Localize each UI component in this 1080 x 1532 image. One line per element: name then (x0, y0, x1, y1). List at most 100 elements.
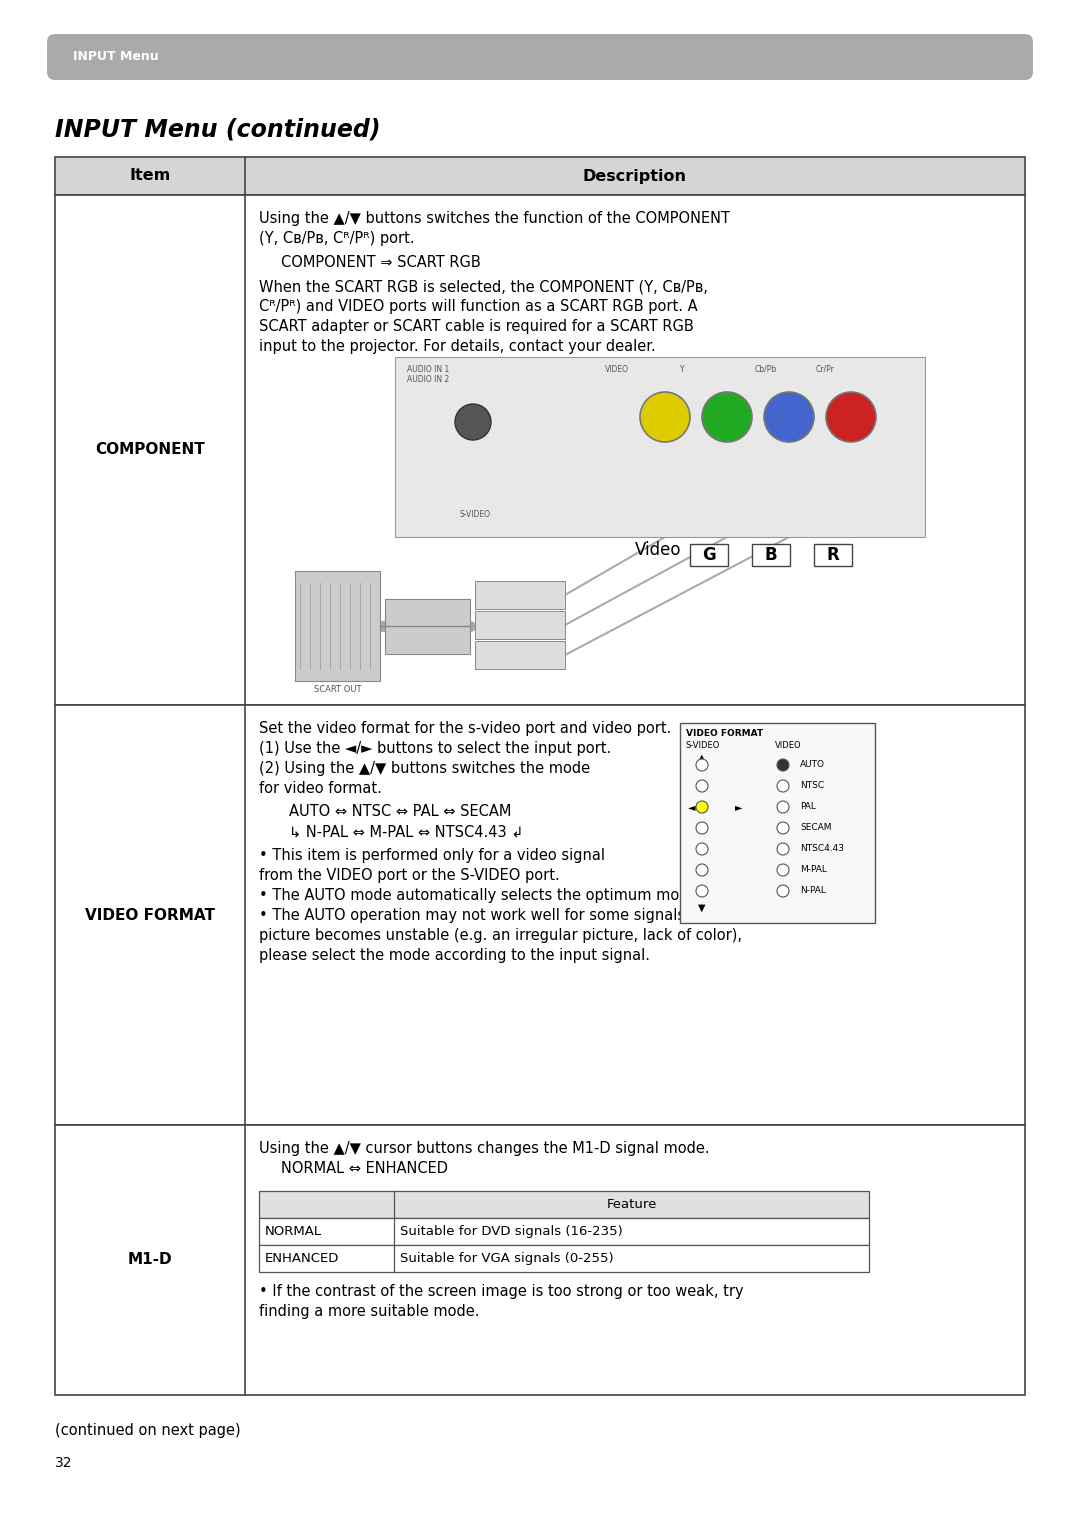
Text: VIDEO: VIDEO (605, 365, 629, 374)
Text: input to the projector. For details, contact your dealer.: input to the projector. For details, con… (259, 339, 656, 354)
Circle shape (640, 392, 690, 443)
Bar (680, 723, 875, 922)
Text: INPUT Menu: INPUT Menu (73, 51, 159, 63)
Bar (55, 705, 1025, 1124)
Text: M-PAL: M-PAL (800, 866, 827, 873)
Bar (395, 357, 924, 538)
Text: SCART OUT: SCART OUT (314, 685, 361, 694)
Circle shape (777, 843, 789, 855)
Text: Item: Item (130, 169, 171, 184)
Circle shape (826, 392, 876, 443)
Text: COMPONENT: COMPONENT (95, 443, 205, 458)
Text: ENHANCED: ENHANCED (265, 1252, 339, 1265)
Circle shape (696, 885, 708, 898)
Text: (continued on next page): (continued on next page) (55, 1423, 241, 1439)
Text: S-VIDEO: S-VIDEO (686, 741, 720, 751)
Text: NTSC: NTSC (800, 781, 824, 791)
Text: When the SCART RGB is selected, the COMPONENT (Y, Cʙ/Pʙ,: When the SCART RGB is selected, the COMP… (259, 279, 707, 294)
Text: Cr/Pr: Cr/Pr (816, 365, 835, 374)
Circle shape (696, 780, 708, 792)
Circle shape (777, 780, 789, 792)
Bar (259, 1218, 869, 1246)
Circle shape (777, 823, 789, 833)
Text: ►: ► (735, 801, 743, 812)
Text: PAL: PAL (800, 801, 815, 810)
Circle shape (777, 801, 789, 813)
Text: SCART adapter or SCART cable is required for a SCART RGB: SCART adapter or SCART cable is required… (259, 319, 693, 334)
Text: finding a more suitable mode.: finding a more suitable mode. (259, 1304, 480, 1319)
Text: NTSC4.43: NTSC4.43 (800, 844, 843, 853)
Text: Video: Video (635, 541, 681, 559)
Text: • If the contrast of the screen image is too strong or too weak, try: • If the contrast of the screen image is… (259, 1284, 744, 1299)
Text: ▲: ▲ (699, 754, 705, 763)
Text: Feature: Feature (606, 1198, 657, 1210)
Bar (752, 544, 789, 565)
Bar (295, 571, 380, 682)
Bar (55, 195, 1025, 705)
Text: Using the ▲/▼ cursor buttons changes the M1-D signal mode.: Using the ▲/▼ cursor buttons changes the… (259, 1141, 710, 1157)
FancyBboxPatch shape (48, 34, 1032, 80)
Text: picture becomes unstable (e.g. an irregular picture, lack of color),: picture becomes unstable (e.g. an irregu… (259, 928, 742, 944)
Bar (475, 640, 565, 669)
Text: NORMAL: NORMAL (265, 1226, 322, 1238)
Text: from the VIDEO port or the S-VIDEO port.: from the VIDEO port or the S-VIDEO port. (259, 869, 559, 882)
Text: Cb/Pb: Cb/Pb (755, 365, 778, 374)
Text: Y: Y (680, 365, 685, 374)
Text: ▼: ▼ (699, 902, 705, 913)
Circle shape (777, 885, 789, 898)
Bar (690, 544, 728, 565)
Text: B: B (765, 545, 778, 564)
Text: • The AUTO mode automatically selects the optimum mode.: • The AUTO mode automatically selects th… (259, 889, 702, 902)
Text: VIDEO: VIDEO (775, 741, 801, 751)
Text: ◄: ◄ (688, 801, 696, 812)
Text: • The AUTO operation may not work well for some signals. If the: • The AUTO operation may not work well f… (259, 908, 732, 922)
Text: Cᴿ/Pᴿ) and VIDEO ports will function as a SCART RGB port. A: Cᴿ/Pᴿ) and VIDEO ports will function as … (259, 299, 698, 314)
Text: AUTO ⇔ NTSC ⇔ PAL ⇔ SECAM: AUTO ⇔ NTSC ⇔ PAL ⇔ SECAM (289, 804, 511, 820)
Text: INPUT Menu (continued): INPUT Menu (continued) (55, 116, 380, 141)
Text: R: R (826, 545, 839, 564)
Circle shape (764, 392, 814, 443)
Text: AUDIO IN 2: AUDIO IN 2 (407, 375, 449, 385)
Text: • This item is performed only for a video signal: • This item is performed only for a vide… (259, 849, 605, 863)
Bar (384, 599, 470, 654)
Circle shape (777, 758, 789, 771)
Bar (475, 611, 565, 639)
Text: AUTO: AUTO (800, 760, 825, 769)
Bar (475, 581, 565, 610)
Text: G: G (702, 545, 716, 564)
Text: for video format.: for video format. (259, 781, 382, 797)
Circle shape (696, 758, 708, 771)
Text: Suitable for VGA signals (0-255): Suitable for VGA signals (0-255) (400, 1252, 613, 1265)
Text: N-PAL: N-PAL (800, 885, 826, 895)
Circle shape (696, 843, 708, 855)
Text: VIDEO FORMAT: VIDEO FORMAT (686, 729, 764, 738)
Circle shape (777, 864, 789, 876)
Text: please select the mode according to the input signal.: please select the mode according to the … (259, 948, 650, 964)
Text: 32: 32 (55, 1455, 72, 1471)
Text: VIDEO FORMAT: VIDEO FORMAT (85, 907, 215, 922)
Text: NORMAL ⇔ ENHANCED: NORMAL ⇔ ENHANCED (281, 1161, 448, 1177)
Text: ↳ N-PAL ⇔ M-PAL ⇔ NTSC4.43 ↲: ↳ N-PAL ⇔ M-PAL ⇔ NTSC4.43 ↲ (289, 824, 524, 840)
Text: (2) Using the ▲/▼ buttons switches the mode: (2) Using the ▲/▼ buttons switches the m… (259, 761, 590, 777)
Circle shape (696, 801, 708, 813)
Text: Suitable for DVD signals (16-235): Suitable for DVD signals (16-235) (400, 1226, 623, 1238)
Text: (1) Use the ◄/► buttons to select the input port.: (1) Use the ◄/► buttons to select the in… (259, 741, 611, 755)
Circle shape (696, 864, 708, 876)
Circle shape (696, 823, 708, 833)
Text: AUDIO IN 1: AUDIO IN 1 (407, 365, 449, 374)
Bar (259, 1190, 869, 1218)
Circle shape (702, 392, 752, 443)
Text: COMPONENT ⇒ SCART RGB: COMPONENT ⇒ SCART RGB (281, 254, 481, 270)
Bar (259, 1246, 869, 1272)
Text: SECAM: SECAM (800, 823, 832, 832)
Circle shape (455, 404, 491, 440)
Bar (55, 1124, 1025, 1396)
Bar (814, 544, 852, 565)
Text: S-VIDEO: S-VIDEO (459, 510, 490, 519)
Text: (Y, Cʙ/Pʙ, Cᴿ/Pᴿ) port.: (Y, Cʙ/Pʙ, Cᴿ/Pᴿ) port. (259, 231, 415, 247)
Text: M1-D: M1-D (127, 1253, 173, 1267)
Text: Description: Description (583, 169, 687, 184)
Text: Set the video format for the s-video port and video port.: Set the video format for the s-video por… (259, 722, 672, 735)
Bar (55, 156, 1025, 195)
Text: Using the ▲/▼ buttons switches the function of the COMPONENT: Using the ▲/▼ buttons switches the funct… (259, 211, 730, 227)
